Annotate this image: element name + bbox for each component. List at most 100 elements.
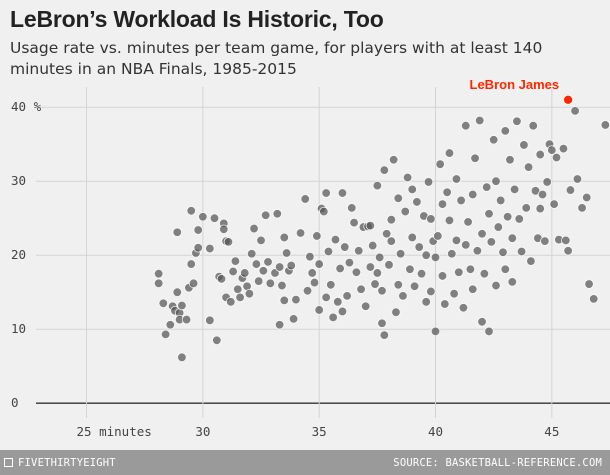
data-point [561,235,571,246]
data-point [386,214,397,225]
data-point [577,203,587,213]
data-point [512,116,522,126]
data-point [484,326,494,337]
grid-lines [36,87,610,418]
fivethirtyeight-logo-icon [4,458,13,467]
footer-source: SOURCE: BASKETBALL-REFERENCE.COM [393,457,602,469]
data-point [260,210,271,220]
data-point [186,206,196,216]
data-point [302,286,313,296]
data-point [193,243,203,253]
data-point [426,214,436,224]
data-point [216,274,227,284]
data-point [256,235,266,246]
data-point [472,246,483,256]
data-point [177,352,187,363]
data-point [486,237,497,247]
data-point [484,209,494,219]
data-point [470,153,480,163]
y-tick-label: 40 % [11,99,42,114]
data-point [153,278,164,289]
data-point [314,305,324,315]
data-point [540,236,550,246]
data-point [219,224,229,235]
data-point [386,236,397,246]
data-point [370,279,380,289]
data-point [177,300,187,311]
data-point [526,256,536,266]
data-point [468,189,478,200]
data-point [342,291,352,301]
data-point [491,176,501,186]
data-point [160,329,171,340]
data-point [274,262,285,272]
data-point [281,248,292,258]
data-point [493,222,504,232]
data-point [523,162,534,172]
data-point [153,269,164,279]
data-point [323,246,334,257]
highlight-point [563,94,574,105]
data-point [258,266,269,276]
data-point [377,286,387,296]
data-point [488,135,499,145]
data-point [337,306,348,317]
data-point [279,295,289,306]
data-point [379,165,390,175]
x-tick-label: 40 [428,424,443,439]
data-point [509,184,520,195]
data-point [253,276,264,286]
data-point [326,280,336,290]
highlight-group: LeBron James [470,77,574,105]
data-point [393,280,403,290]
data-point [421,250,431,260]
data-point [226,297,236,307]
data-point [354,246,364,256]
data-point [265,278,276,289]
data-point [412,197,422,207]
data-point [405,264,415,274]
data-point [563,246,573,256]
data-point [589,294,599,304]
data-point [330,234,341,245]
data-point [507,233,517,243]
data-point [458,303,469,313]
data-point [198,212,208,222]
data-point [454,267,464,277]
data-point [344,257,355,268]
data-point [495,195,506,206]
data-point [337,188,348,198]
data-point [500,264,511,274]
data-point [542,177,552,187]
data-point [547,145,557,155]
data-point [300,194,310,204]
data-point [535,149,545,160]
data-point [481,182,492,192]
data-point [535,203,545,214]
data-point [426,286,436,297]
data-point [416,269,427,279]
data-point [565,185,576,195]
data-point [263,257,273,267]
scatter-chart: 0 10 20 30 40 % 25 minutes 30 35 40 45 LeBron Jam… [11,77,610,439]
data-point [319,206,329,217]
data-point [230,256,241,266]
data-point [374,252,385,263]
chart-subtitle: Usage rate vs. minutes per team game, fo… [10,39,543,78]
data-point [600,120,610,130]
data-point [391,307,401,317]
data-point [251,259,262,269]
data-point [570,106,580,116]
data-point [205,243,215,254]
y-tick-label: 20 [11,247,26,262]
data-point [288,314,299,324]
chart-title: LeBron’s Workload Is Historic, Too [10,6,384,32]
data-point [274,320,285,330]
x-tick-label: 30 [195,424,210,439]
data-point [305,251,315,262]
data-point [433,231,443,241]
data-point [205,315,215,326]
data-point [340,242,350,252]
data-point [421,297,431,307]
data-point [235,292,245,303]
